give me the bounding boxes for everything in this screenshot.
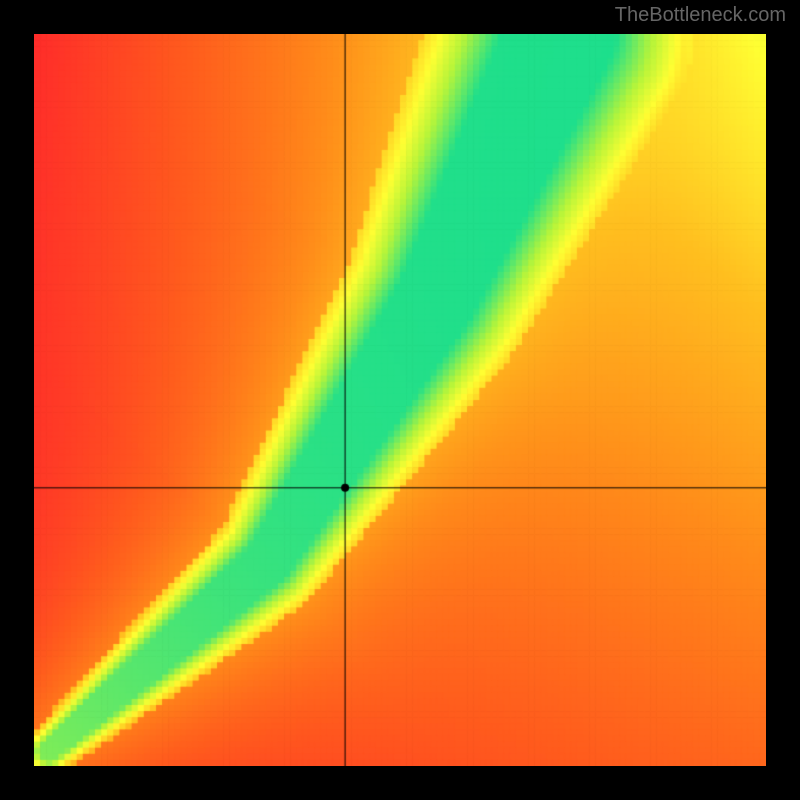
chart-container: TheBottleneck.com	[0, 0, 800, 800]
bottleneck-heatmap	[34, 34, 766, 766]
watermark-text: TheBottleneck.com	[615, 4, 786, 27]
